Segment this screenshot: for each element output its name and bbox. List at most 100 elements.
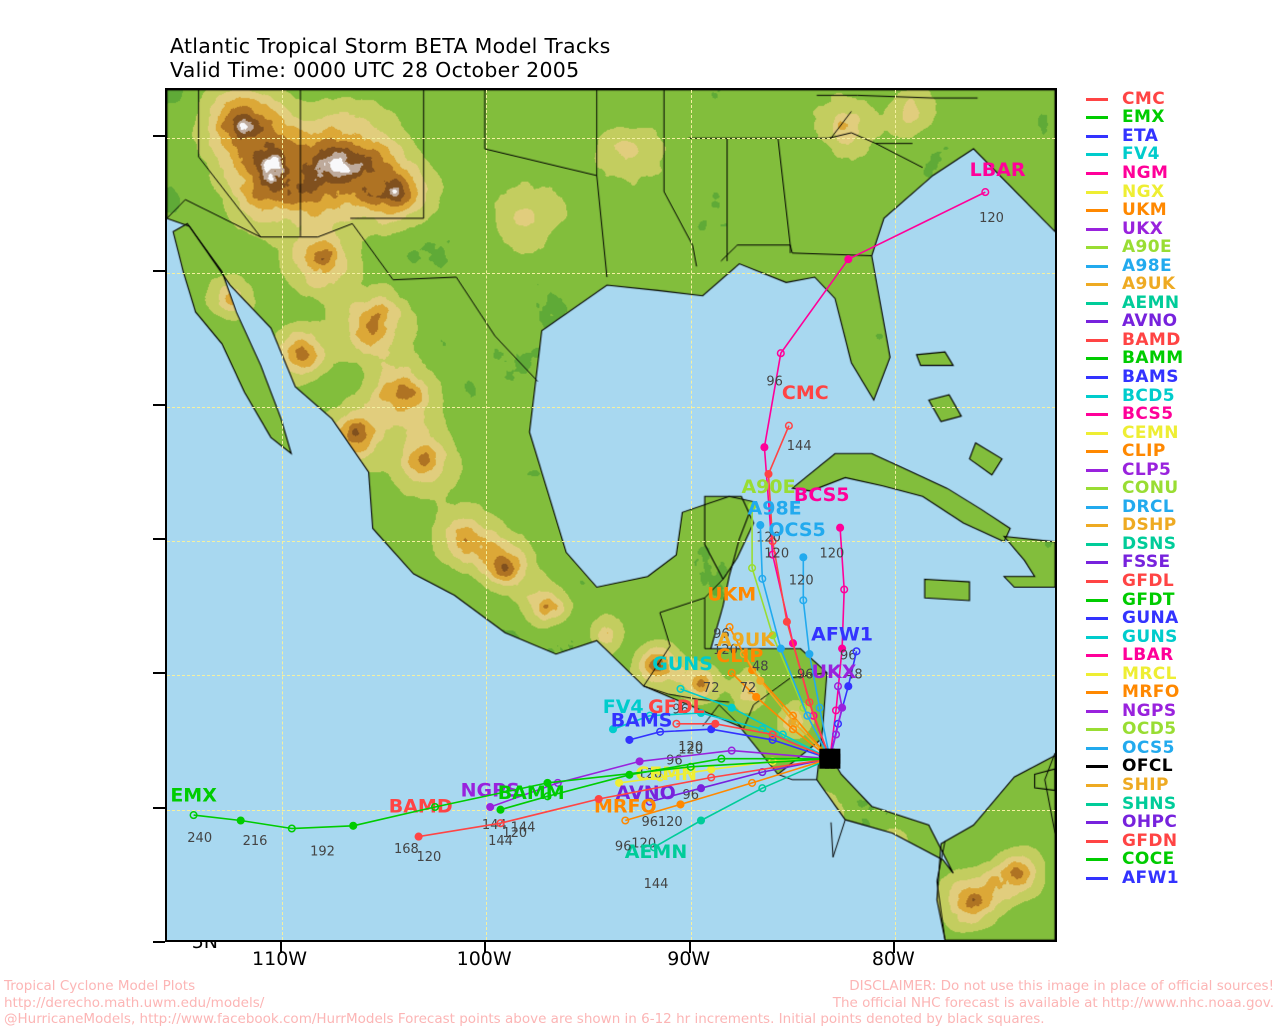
- legend-item-clip[interactable]: CLIP: [1086, 442, 1272, 461]
- legend-item-afw1[interactable]: AFW1: [1086, 869, 1272, 888]
- legend-item-label: AEMN: [1122, 292, 1180, 313]
- track-name-label: EMX: [170, 785, 217, 807]
- legend-item-drcl[interactable]: DRCL: [1086, 498, 1272, 517]
- legend-color-swatch-icon: [1086, 765, 1108, 769]
- legend-item-bamd[interactable]: BAMD: [1086, 331, 1272, 350]
- legend-item-avno[interactable]: AVNO: [1086, 313, 1272, 332]
- legend-item-ukx[interactable]: UKX: [1086, 220, 1272, 239]
- legend-color-swatch-icon: [1086, 264, 1108, 268]
- legend-color-swatch-icon: [1086, 246, 1108, 250]
- track-name-label: BAMM: [498, 782, 565, 804]
- forecast-hour-label: 120: [789, 573, 814, 588]
- legend-item-label: OCS5: [1122, 737, 1175, 758]
- track-point-marker: [768, 730, 777, 739]
- x-axis-tick-mark: [893, 942, 896, 953]
- legend-item-label: AVNO: [1122, 311, 1178, 332]
- y-axis-tick-mark: [153, 135, 165, 138]
- legend-color-swatch-icon: [1086, 635, 1108, 639]
- track-point-marker: [656, 773, 665, 782]
- legend-item-clp5[interactable]: CLP5: [1086, 461, 1272, 480]
- legend-item-a90e[interactable]: A90E: [1086, 238, 1272, 257]
- legend-item-fv4[interactable]: FV4: [1086, 146, 1272, 165]
- map-plot-area[interactable]: 96 120 LBAR 144 CMC 120 A90E 120 A98E 120 96 BCS5 12…: [165, 88, 1057, 942]
- legend-item-ship[interactable]: SHIP: [1086, 776, 1272, 795]
- legend-item-label: CLP5: [1122, 459, 1172, 480]
- legend-item-ngps[interactable]: NGPS: [1086, 702, 1272, 721]
- legend-item-ofcl[interactable]: OFCL: [1086, 758, 1272, 777]
- track-point-marker: [836, 523, 845, 532]
- legend-color-swatch-icon: [1086, 821, 1108, 825]
- legend-item-gfdt[interactable]: GFDT: [1086, 591, 1272, 610]
- track-point-marker: [748, 563, 757, 573]
- track-line: [649, 757, 831, 803]
- legend-item-ngm[interactable]: NGM: [1086, 164, 1272, 183]
- legend-item-ukm[interactable]: UKM: [1086, 201, 1272, 220]
- legend-item-ngx[interactable]: NGX: [1086, 183, 1272, 202]
- track-point-marker: [543, 792, 552, 801]
- track-bcs5: 120 96 BCS5: [794, 484, 857, 759]
- x-axis-tick-label: 80W: [871, 948, 915, 970]
- legend-item-shns[interactable]: SHNS: [1086, 795, 1272, 814]
- legend-color-swatch-icon: [1086, 524, 1108, 528]
- legend-color-swatch-icon: [1086, 598, 1108, 602]
- forecast-hour-label: 48: [846, 667, 863, 682]
- legend-item-bcs5[interactable]: BCS5: [1086, 405, 1272, 424]
- track-name-label: AEMN: [625, 841, 688, 863]
- forecast-hour-label: 96: [840, 649, 857, 664]
- legend-item-coce[interactable]: COCE: [1086, 850, 1272, 869]
- legend-color-swatch-icon: [1086, 784, 1108, 787]
- legend-item-a9uk[interactable]: A9UK: [1086, 275, 1272, 294]
- legend-color-swatch-icon: [1086, 357, 1108, 361]
- legend-item-label: LBAR: [1122, 645, 1174, 666]
- terrain-basemap: [167, 90, 1055, 940]
- legend-item-dshp[interactable]: DSHP: [1086, 517, 1272, 536]
- track-name-label: LBAR: [970, 159, 1026, 181]
- legend-item-mrcl[interactable]: MRCL: [1086, 665, 1272, 684]
- legend-item-bcd5[interactable]: BCD5: [1086, 387, 1272, 406]
- legend-item-ohpc[interactable]: OHPC: [1086, 813, 1272, 832]
- legend-color-swatch-icon: [1086, 116, 1108, 120]
- legend-item-ocs5[interactable]: OCS5: [1086, 739, 1272, 758]
- track-point-marker: [739, 649, 748, 659]
- legend-item-aemn[interactable]: AEMN: [1086, 294, 1272, 313]
- legend-item-a98e[interactable]: A98E: [1086, 257, 1272, 276]
- legend-item-cemn[interactable]: CEMN: [1086, 424, 1272, 443]
- legend-item-bams[interactable]: BAMS: [1086, 368, 1272, 387]
- legend-item-label: NGM: [1122, 162, 1169, 183]
- track-line: [767, 425, 831, 759]
- track-point-marker: [838, 644, 847, 653]
- track-line: [731, 672, 831, 760]
- legend-item-fsse[interactable]: FSSE: [1086, 554, 1272, 573]
- legend-item-gfdl[interactable]: GFDL: [1086, 572, 1272, 591]
- legend-item-mrfo[interactable]: MRFO: [1086, 684, 1272, 703]
- legend-color-swatch-icon: [1086, 171, 1108, 175]
- y-axis-tick-mark: [153, 538, 165, 541]
- legend-item-label: BAMM: [1122, 348, 1184, 369]
- legend-item-conu[interactable]: CONU: [1086, 479, 1272, 498]
- legend-item-lbar[interactable]: LBAR: [1086, 646, 1272, 665]
- valid-time-subtitle: Valid Time: 0000 UTC 28 October 2005: [170, 58, 580, 83]
- forecast-hour-label: 168: [394, 842, 419, 857]
- forecast-hour-label: 120: [764, 547, 789, 562]
- legend-color-swatch-icon: [1086, 858, 1108, 862]
- legend-item-bamm[interactable]: BAMM: [1086, 350, 1272, 369]
- legend-item-dsns[interactable]: DSNS: [1086, 535, 1272, 554]
- legend-item-label: OCD5: [1122, 719, 1177, 740]
- track-point-marker: [838, 703, 847, 712]
- legend-item-eta[interactable]: ETA: [1086, 127, 1272, 146]
- legend-item-cmc[interactable]: CMC: [1086, 90, 1272, 109]
- legend-item-label: GUNS: [1122, 626, 1178, 647]
- track-a98e: 120 A98E: [748, 497, 831, 760]
- legend-item-guns[interactable]: GUNS: [1086, 628, 1272, 647]
- legend-item-ocd5[interactable]: OCD5: [1086, 721, 1272, 740]
- model-legend[interactable]: CMC EMX ETA FV4 NGM NGX UKM UKX A90E A98E A9UK AEMN…: [1086, 90, 1272, 888]
- track-point-marker: [287, 824, 296, 833]
- legend-item-guna[interactable]: GUNA: [1086, 609, 1272, 628]
- legend-item-emx[interactable]: EMX: [1086, 109, 1272, 128]
- forecast-hour-label: 120: [819, 547, 844, 562]
- legend-color-swatch-icon: [1086, 561, 1108, 565]
- track-point-marker: [594, 794, 603, 804]
- legend-item-gfdn[interactable]: GFDN: [1086, 832, 1272, 851]
- track-point-marker: [768, 735, 777, 744]
